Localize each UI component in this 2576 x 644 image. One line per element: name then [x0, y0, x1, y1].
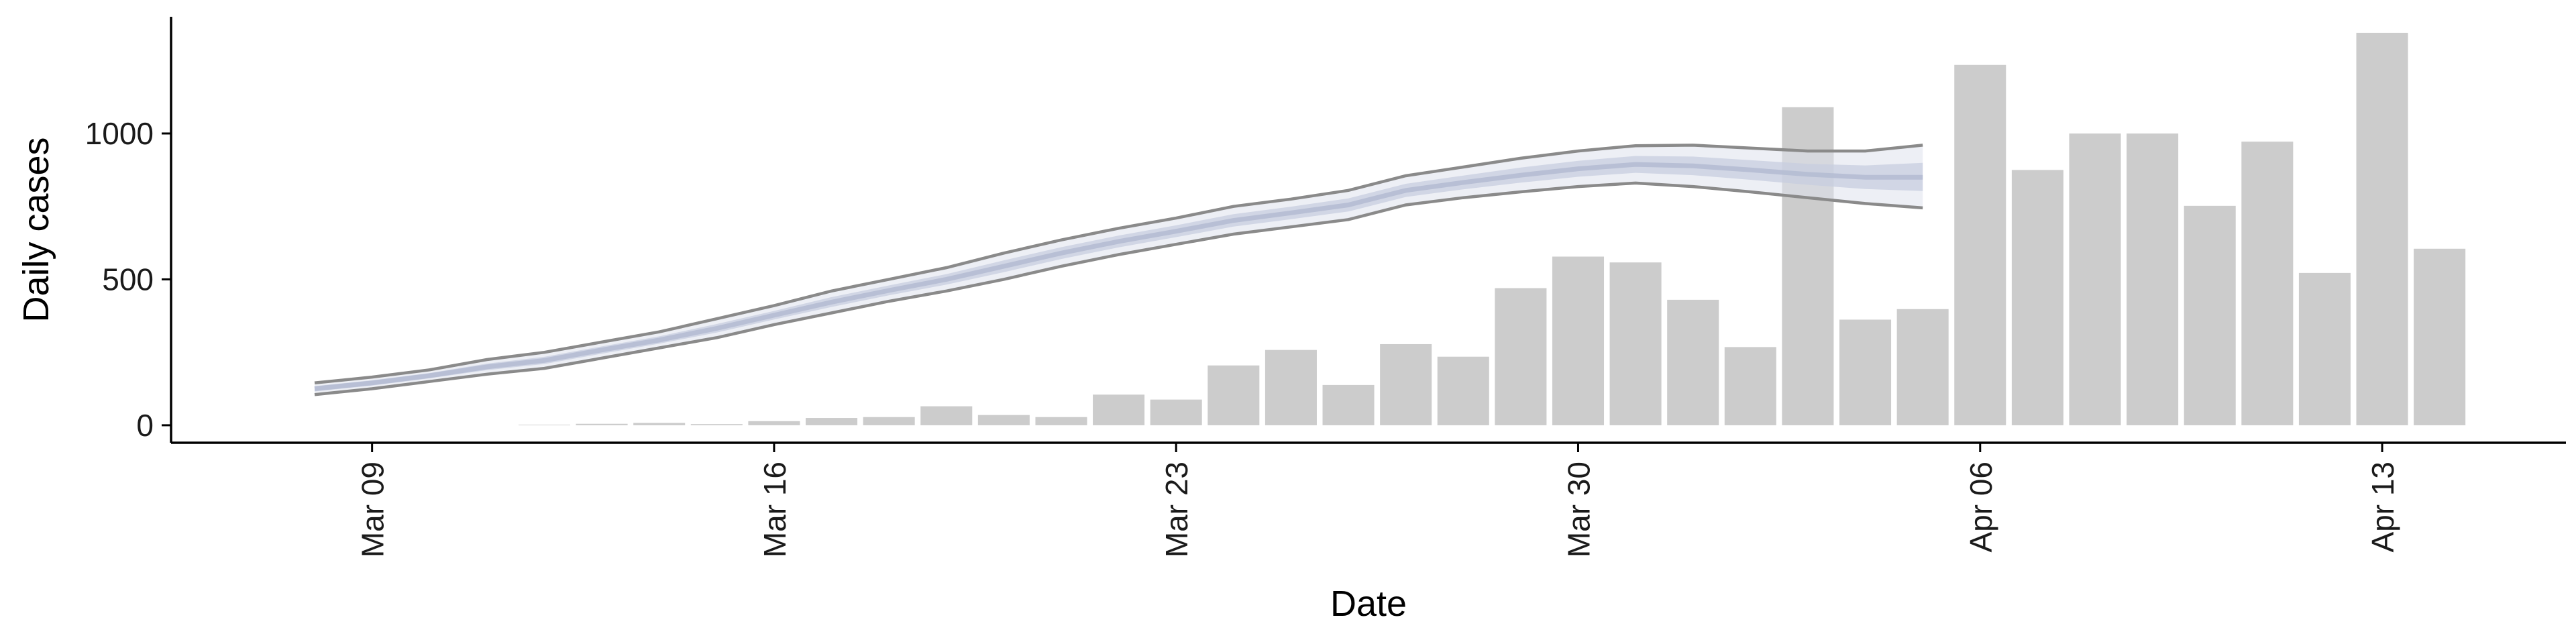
- bar-18: [1380, 344, 1432, 425]
- x-tick-label-1: Mar 16: [757, 462, 792, 557]
- bar-4: [576, 424, 628, 425]
- x-tick-label-3: Mar 30: [1561, 462, 1596, 557]
- x-axis-ticks: Mar 09 Mar 16 Mar 23 Mar 30 Apr 06 Apr 13: [356, 443, 2400, 557]
- bar-32: [2184, 206, 2236, 425]
- bar-15: [1208, 366, 1259, 425]
- bar-8: [806, 418, 857, 425]
- bar-27: [1897, 309, 1949, 425]
- bar-7: [748, 421, 800, 425]
- bar-14: [1150, 400, 1202, 425]
- x-axis-title: Date: [1330, 584, 1407, 624]
- x-tick-label-2: Mar 23: [1159, 462, 1194, 557]
- y-axis-title: Daily cases: [16, 137, 56, 322]
- y-tick-label-500: 500: [102, 262, 154, 297]
- plot-area: [315, 33, 2465, 425]
- bar-10: [920, 407, 972, 425]
- x-tick-label-5: Apr 13: [2365, 462, 2400, 553]
- y-tick-label-0: 0: [136, 408, 154, 443]
- bar-28: [1954, 65, 2006, 425]
- bar-30: [2069, 133, 2121, 425]
- bar-22: [1610, 262, 1662, 425]
- bar-33: [2241, 142, 2293, 425]
- bar-16: [1265, 350, 1317, 425]
- bar-19: [1438, 357, 1489, 425]
- bar-6: [691, 424, 743, 425]
- bar-13: [1093, 394, 1144, 425]
- bar-9: [863, 417, 915, 425]
- y-tick-label-1000: 1000: [85, 116, 154, 151]
- x-tick-label-4: Apr 06: [1964, 462, 1998, 553]
- bar-12: [1035, 417, 1087, 425]
- y-axis-ticks: 0 500 1000: [85, 116, 171, 443]
- bar-29: [2012, 170, 2063, 425]
- bar-5: [633, 423, 685, 425]
- bar-35: [2357, 33, 2408, 425]
- bar-17: [1323, 385, 1375, 425]
- bar-36: [2414, 249, 2465, 425]
- bar-20: [1495, 288, 1546, 425]
- bar-31: [2127, 133, 2178, 425]
- bar-26: [1839, 319, 1891, 425]
- bar-23: [1667, 300, 1719, 425]
- bar-34: [2299, 273, 2351, 425]
- bar-24: [1725, 347, 1776, 425]
- bar-11: [978, 415, 1030, 425]
- x-tick-label-0: Mar 09: [356, 462, 390, 557]
- bar-21: [1552, 257, 1604, 425]
